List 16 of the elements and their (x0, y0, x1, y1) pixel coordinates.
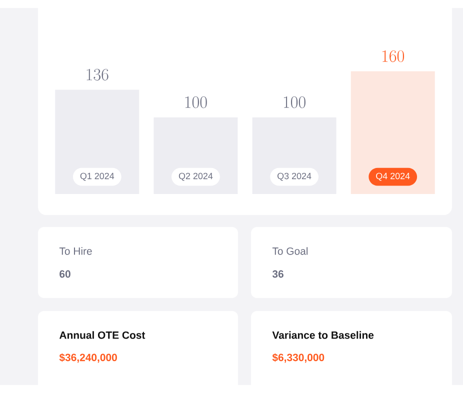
data-label: 100 (185, 96, 207, 108)
data-label: 100 (284, 96, 306, 108)
text: $6,330,000 (272, 353, 324, 363)
x-tick-label: Q1 2024 (80, 172, 114, 181)
text: 36 (272, 270, 284, 278)
text: 60 (60, 270, 70, 278)
text: Annual OTE Cost (59, 331, 146, 339)
text: To Hire (59, 247, 92, 255)
text: Variance to Baseline (272, 331, 374, 339)
x-tick-label: Q3 2024 (278, 172, 312, 181)
x-tick-label: Q2 2024 (178, 172, 213, 181)
data-label: 160 (382, 50, 404, 62)
data-label: 136 (86, 68, 108, 80)
text: To Goal (272, 247, 308, 255)
x-tick-label: Q4 2024 (376, 172, 410, 181)
text: $36,240,000 (59, 353, 117, 363)
